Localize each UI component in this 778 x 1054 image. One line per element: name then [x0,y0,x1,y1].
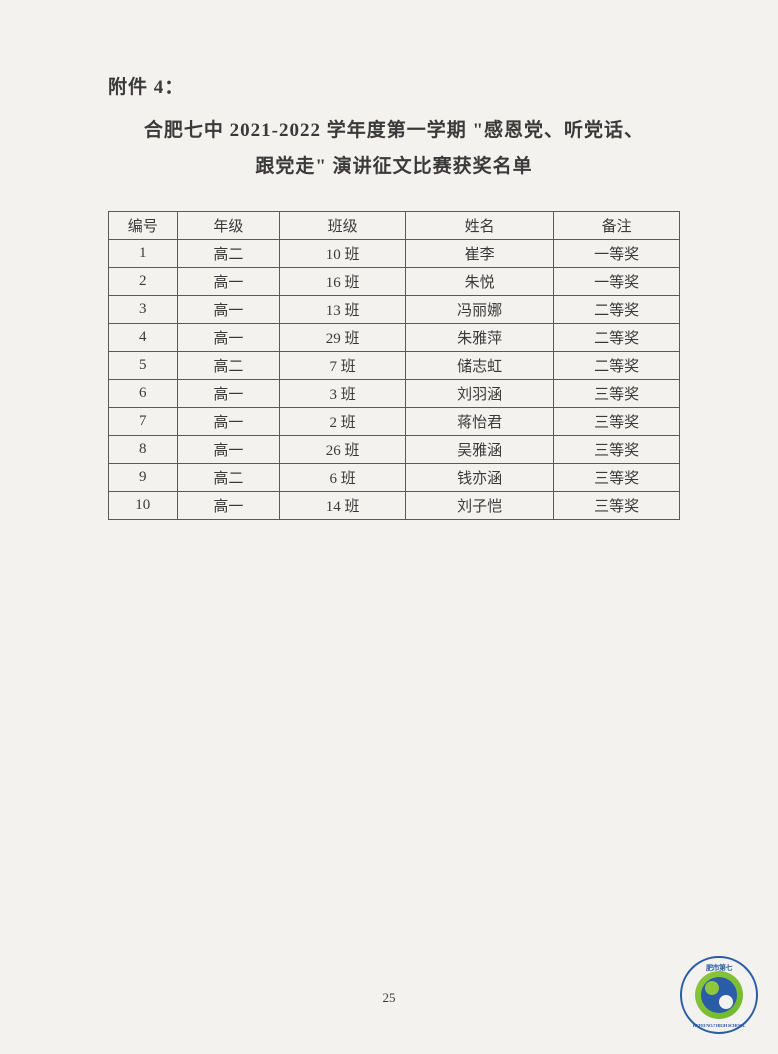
cell-name: 崔李 [405,240,553,268]
table-row: 2 高一 16 班 朱悦 一等奖 [109,268,680,296]
cell-name: 朱悦 [405,268,553,296]
cell-name: 蒋怡君 [405,408,553,436]
cell-grade: 高一 [177,296,280,324]
cell-grade: 高一 [177,492,280,520]
document-page: 附件 4： 合肥七中 2021-2022 学年度第一学期 "感恩党、听党话、 跟… [0,0,778,520]
cell-class: 14 班 [280,492,406,520]
cell-name: 刘子恺 [405,492,553,520]
cell-name: 储志虹 [405,352,553,380]
attachment-label: 附件 4： [108,72,680,99]
cell-name: 吴雅涵 [405,436,553,464]
cell-grade: 高二 [177,352,280,380]
cell-class: 2 班 [280,408,406,436]
cell-id: 7 [109,408,178,436]
cell-remark: 二等奖 [554,296,680,324]
cell-grade: 高二 [177,464,280,492]
cell-id: 5 [109,352,178,380]
table-row: 10 高一 14 班 刘子恺 三等奖 [109,492,680,520]
cell-id: 9 [109,464,178,492]
cell-class: 10 班 [280,240,406,268]
table-row: 5 高二 7 班 储志虹 二等奖 [109,352,680,380]
cell-name: 冯丽娜 [405,296,553,324]
table-body: 1 高二 10 班 崔李 一等奖 2 高一 16 班 朱悦 一等奖 3 高一 1… [109,240,680,520]
cell-id: 1 [109,240,178,268]
cell-id: 3 [109,296,178,324]
page-number: 25 [0,990,778,1006]
cell-class: 16 班 [280,268,406,296]
title-line-2: 跟党走" 演讲征文比赛获奖名单 [108,149,680,185]
table-row: 9 高二 6 班 钱亦涵 三等奖 [109,464,680,492]
cell-class: 3 班 [280,380,406,408]
cell-grade: 高一 [177,380,280,408]
col-header-grade: 年级 [177,212,280,240]
cell-remark: 一等奖 [554,240,680,268]
cell-id: 8 [109,436,178,464]
col-header-id: 编号 [109,212,178,240]
table-row: 1 高二 10 班 崔李 一等奖 [109,240,680,268]
logo-swirl-icon [701,977,737,1013]
logo-ring: 肥市第七 HEFEI NO.7 HIGH SCHOOL [680,956,758,1034]
cell-name: 朱雅萍 [405,324,553,352]
school-logo: 肥市第七 HEFEI NO.7 HIGH SCHOOL [680,956,758,1034]
col-header-remark: 备注 [554,212,680,240]
cell-class: 26 班 [280,436,406,464]
cell-grade: 高一 [177,408,280,436]
cell-id: 10 [109,492,178,520]
cell-remark: 三等奖 [554,408,680,436]
col-header-name: 姓名 [405,212,553,240]
table-row: 7 高一 2 班 蒋怡君 三等奖 [109,408,680,436]
cell-grade: 高一 [177,324,280,352]
cell-id: 2 [109,268,178,296]
table-row: 8 高一 26 班 吴雅涵 三等奖 [109,436,680,464]
document-title: 合肥七中 2021-2022 学年度第一学期 "感恩党、听党话、 跟党走" 演讲… [108,113,680,185]
cell-remark: 二等奖 [554,352,680,380]
logo-inner-circle [695,971,743,1019]
cell-remark: 三等奖 [554,436,680,464]
cell-remark: 三等奖 [554,380,680,408]
cell-grade: 高一 [177,436,280,464]
cell-class: 13 班 [280,296,406,324]
table-row: 6 高一 3 班 刘羽涵 三等奖 [109,380,680,408]
cell-remark: 一等奖 [554,268,680,296]
cell-class: 29 班 [280,324,406,352]
cell-name: 刘羽涵 [405,380,553,408]
cell-name: 钱亦涵 [405,464,553,492]
cell-remark: 二等奖 [554,324,680,352]
cell-id: 6 [109,380,178,408]
table-row: 3 高一 13 班 冯丽娜 二等奖 [109,296,680,324]
cell-grade: 高二 [177,240,280,268]
cell-grade: 高一 [177,268,280,296]
cell-remark: 三等奖 [554,492,680,520]
table-header-row: 编号 年级 班级 姓名 备注 [109,212,680,240]
cell-class: 6 班 [280,464,406,492]
col-header-class: 班级 [280,212,406,240]
awards-table: 编号 年级 班级 姓名 备注 1 高二 10 班 崔李 一等奖 2 高一 16 … [108,211,680,520]
logo-text-bottom: HEFEI NO.7 HIGH SCHOOL [682,1023,756,1028]
cell-remark: 三等奖 [554,464,680,492]
title-line-1: 合肥七中 2021-2022 学年度第一学期 "感恩党、听党话、 [108,113,680,149]
cell-class: 7 班 [280,352,406,380]
cell-id: 4 [109,324,178,352]
table-row: 4 高一 29 班 朱雅萍 二等奖 [109,324,680,352]
